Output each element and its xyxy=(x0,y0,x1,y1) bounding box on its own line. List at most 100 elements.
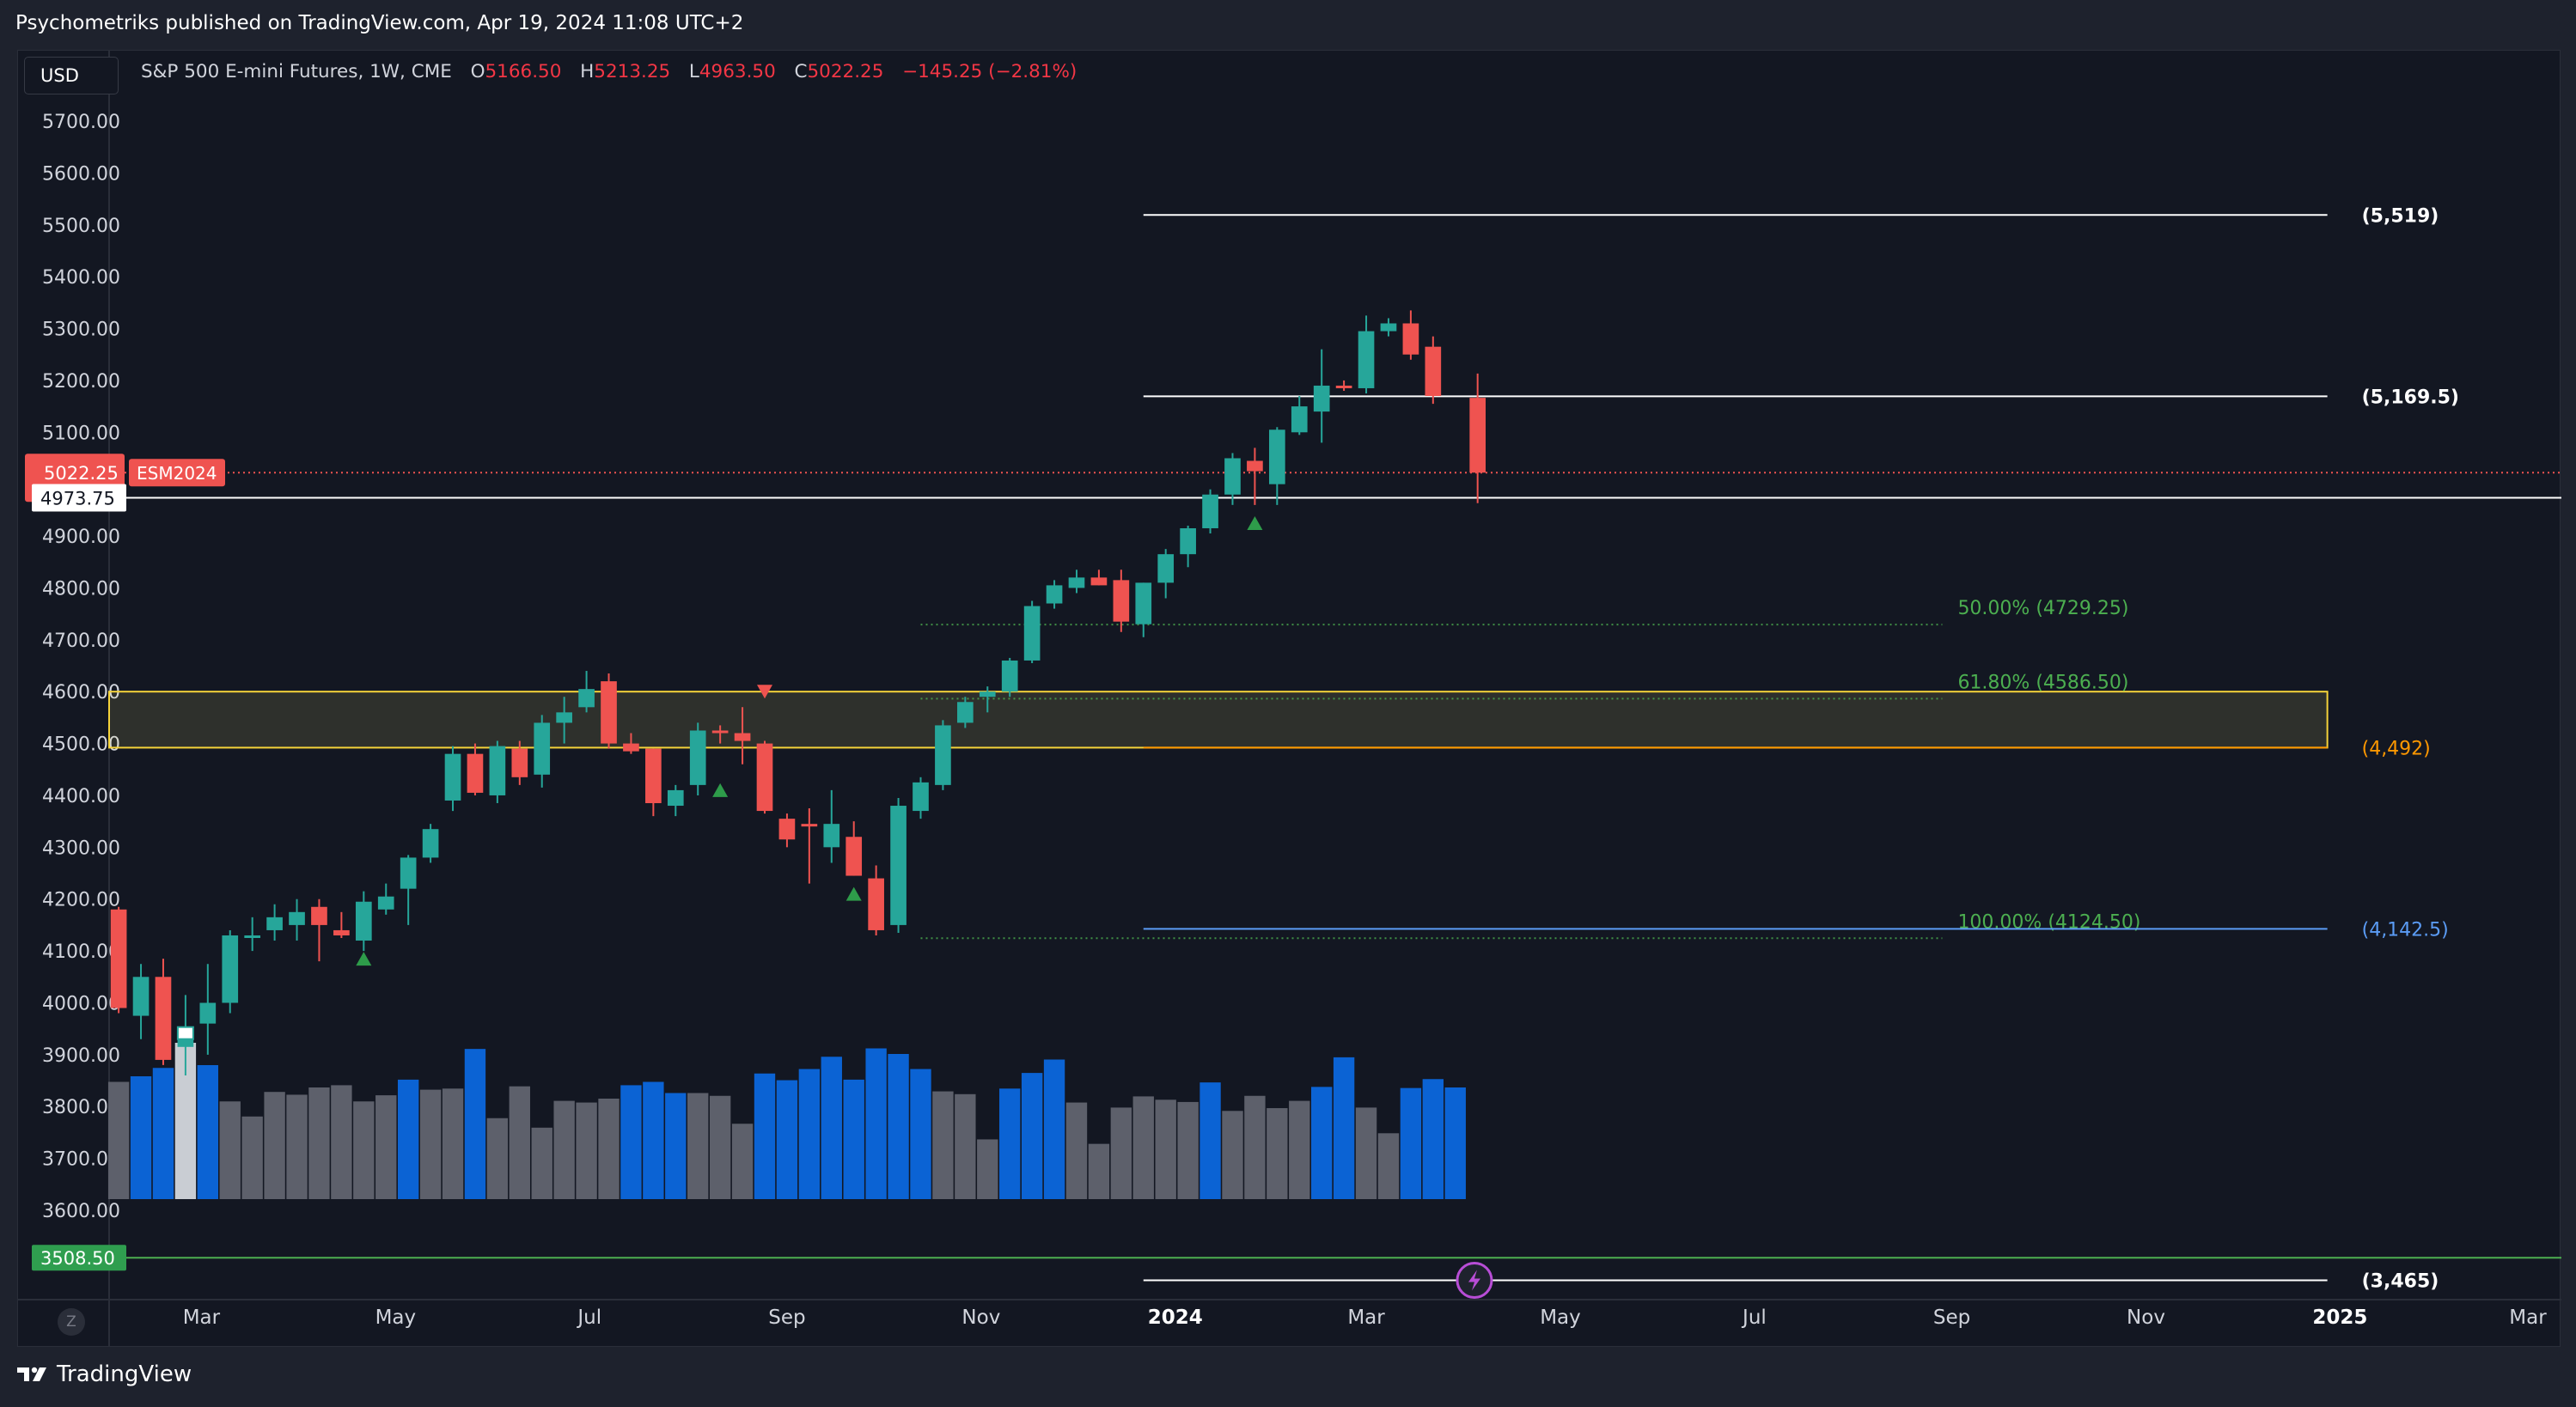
candle-body xyxy=(556,712,572,723)
candle-body xyxy=(1224,458,1241,495)
volume-bar xyxy=(977,1139,998,1199)
candle-body xyxy=(444,753,461,801)
volume-bar xyxy=(932,1091,954,1199)
x-tick-label: Sep xyxy=(768,1306,805,1329)
y-tick-label: 3900.00 xyxy=(42,1045,120,1067)
candle-body xyxy=(355,901,372,941)
candle-body xyxy=(1268,429,1285,484)
candle-body xyxy=(778,819,796,840)
volume-bar xyxy=(576,1102,597,1199)
volume-bar xyxy=(776,1080,798,1199)
volume-bar xyxy=(1444,1087,1466,1199)
legend-low: 4963.50 xyxy=(699,61,776,82)
candle-body xyxy=(1090,577,1108,586)
symbol-tag-label: ESM2024 xyxy=(137,463,217,484)
volume-bar xyxy=(687,1093,709,1199)
candle-body xyxy=(534,722,551,775)
currency-selector[interactable]: USD xyxy=(24,57,119,94)
volume-bar xyxy=(130,1076,152,1199)
candle-body xyxy=(1425,346,1442,397)
footer-bar xyxy=(0,1347,2576,1407)
x-tick-label: Sep xyxy=(1933,1306,1970,1329)
volume-bar xyxy=(353,1101,375,1199)
legend-change: −145.25 (−2.81%) xyxy=(902,61,1077,82)
volume-bar xyxy=(1400,1087,1422,1199)
volume-bar xyxy=(1289,1100,1310,1199)
legend-open: 5166.50 xyxy=(485,61,562,82)
volume-bar xyxy=(910,1069,931,1199)
current-price-value: 5022.25 xyxy=(44,463,119,484)
volume-bar xyxy=(955,1093,976,1199)
y-tick-label: 5300.00 xyxy=(42,320,120,341)
volume-bar xyxy=(486,1118,509,1199)
volume-bar xyxy=(397,1079,419,1199)
candle-body xyxy=(1023,606,1041,661)
tradingview-logo[interactable]: TradingView xyxy=(15,1361,192,1387)
publish-title: Psychometriks published on TradingView.c… xyxy=(15,12,744,34)
buy-signal-arrow xyxy=(356,952,372,966)
candle-body xyxy=(155,977,172,1060)
volume-bar xyxy=(1333,1057,1355,1199)
legend-high-label: H xyxy=(580,61,595,82)
candle-body xyxy=(311,906,327,925)
candle-body xyxy=(623,743,639,752)
candle-body xyxy=(935,725,951,785)
volume-bar xyxy=(598,1099,620,1199)
volume-bar xyxy=(1355,1107,1377,1199)
candle-body xyxy=(266,917,283,930)
volume-bar xyxy=(264,1092,285,1199)
volume-bar xyxy=(620,1085,642,1199)
volume-bar xyxy=(1267,1108,1288,1199)
lightning-icon xyxy=(1468,1270,1480,1291)
candle-body xyxy=(199,1002,217,1024)
volume-bar xyxy=(509,1086,530,1199)
volume-bar xyxy=(464,1049,486,1199)
x-tick-label: Mar xyxy=(2509,1306,2547,1329)
legend-close: 5022.25 xyxy=(807,61,884,82)
candle-body xyxy=(1202,494,1218,528)
candle-body xyxy=(132,977,150,1016)
y-tick-label: 4000.00 xyxy=(42,993,120,1014)
volume-bar xyxy=(1155,1099,1176,1199)
chart-canvas[interactable]: 5700.00 5600.00 5500.00 5400.00 5300.00 5200.… xyxy=(18,51,2561,1348)
volume-bar xyxy=(308,1087,330,1199)
candle-body xyxy=(913,782,929,812)
candle-body xyxy=(1113,580,1130,622)
candle-body xyxy=(890,806,906,925)
candle-body xyxy=(667,789,684,807)
x-tick-label: May xyxy=(375,1306,417,1329)
volume-bar xyxy=(821,1057,842,1199)
candle-body xyxy=(1358,331,1375,388)
support-price-value: 4973.75 xyxy=(40,489,115,509)
support-zone xyxy=(108,691,2329,749)
chart-pane[interactable]: 5700.00 5600.00 5500.00 5400.00 5300.00 5200.… xyxy=(17,50,2561,1348)
x-tick-label: Nov xyxy=(961,1306,1000,1329)
volume-bar xyxy=(754,1073,776,1199)
volume-bar xyxy=(219,1101,241,1199)
currency-label: USD xyxy=(40,65,79,86)
volume-bar xyxy=(1422,1079,1444,1199)
volume-bar xyxy=(107,1081,130,1199)
volume-bar xyxy=(1110,1107,1132,1199)
y-tick-label: 4800.00 xyxy=(42,578,120,600)
volume-bar xyxy=(999,1088,1021,1199)
x-tick-label: 2024 xyxy=(1148,1306,1203,1329)
volume-bar xyxy=(553,1100,575,1199)
volume-bar xyxy=(865,1048,887,1199)
price-level-label: (4,142.5) xyxy=(2362,919,2449,941)
buy-signal-arrow xyxy=(1247,515,1263,530)
candle-body xyxy=(422,829,439,858)
timezone-z-button[interactable]: Z xyxy=(58,1308,85,1336)
zone-label: (4,492) xyxy=(2362,738,2431,759)
replay-marker[interactable] xyxy=(176,1026,194,1040)
x-tick-label: 2025 xyxy=(2312,1306,2367,1329)
sell-signal-arrow xyxy=(757,685,773,699)
x-tick-label: Jul xyxy=(576,1306,601,1329)
candle-body xyxy=(1135,582,1152,624)
candle-body xyxy=(645,748,662,804)
y-tick-label: 5100.00 xyxy=(42,423,120,444)
green-price-badge xyxy=(32,1245,126,1271)
candle-body xyxy=(845,837,863,876)
y-tick-label: 3800.00 xyxy=(42,1097,120,1118)
volume-bar xyxy=(1377,1133,1400,1199)
